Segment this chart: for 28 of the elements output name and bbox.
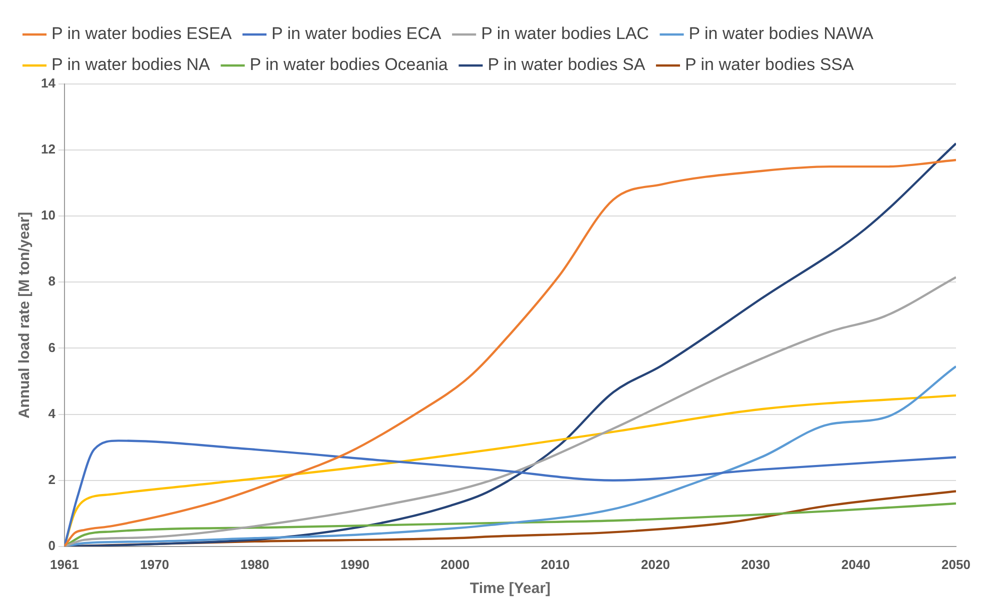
x-axis-title: Time [Year] — [470, 580, 551, 598]
y-axis-title: Annual load rate [M ton/year] — [16, 212, 34, 419]
x-tick-label: 2000 — [440, 556, 470, 572]
x-tick-label: 2040 — [841, 556, 870, 572]
x-tick-label: 2010 — [540, 556, 570, 572]
x-tick-label: 1980 — [240, 556, 270, 572]
y-tick-label: 10 — [40, 208, 56, 223]
legend-label: P in water bodies NAWA — [688, 24, 874, 44]
legend-label: P in water bodies ESEA — [52, 24, 232, 44]
legend-label: P in water bodies NA — [52, 55, 211, 74]
legend-label: P in water bodies ECA — [271, 24, 442, 44]
x-tick-label: 2050 — [942, 556, 970, 572]
y-tick-label: 14 — [40, 76, 56, 91]
y-tick-label: 6 — [48, 340, 56, 355]
y-tick-label: 8 — [48, 274, 56, 289]
y-tick-label: 4 — [48, 406, 56, 421]
y-tick-label: 2 — [48, 472, 56, 487]
y-tick-label: 0 — [48, 538, 56, 553]
x-tick-label: 1990 — [340, 556, 370, 572]
x-tick-label: 1961 — [50, 556, 79, 572]
legend-label: P in water bodies SSA — [684, 55, 854, 74]
x-tick-label: 2020 — [641, 556, 670, 572]
y-tick-label: 12 — [40, 142, 56, 157]
legend-label: P in water bodies Oceania — [250, 55, 448, 74]
x-tick-label: 2030 — [741, 556, 770, 572]
x-tick-label: 1970 — [140, 556, 170, 572]
legend-label: P in water bodies SA — [488, 55, 646, 74]
legend-label: P in water bodies LAC — [481, 24, 649, 44]
